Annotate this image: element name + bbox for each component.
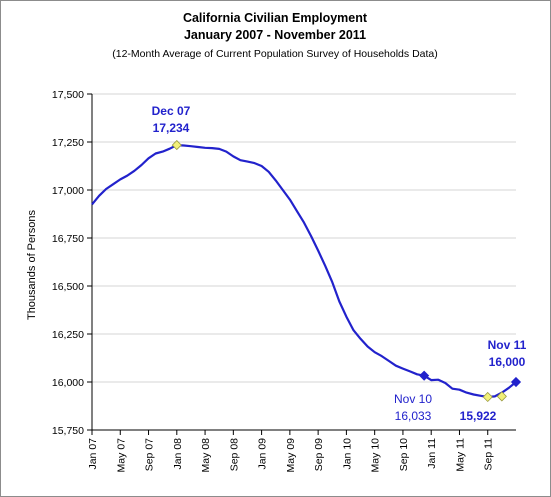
- chart-title: California Civilian Employment: [183, 11, 368, 25]
- x-tick-label: Sep 11: [483, 438, 495, 471]
- y-tick-label: 17,500: [52, 89, 84, 101]
- y-tick-label: 17,000: [52, 185, 84, 197]
- data-point-marker: [510, 376, 522, 388]
- data-point-marker: [419, 370, 430, 381]
- x-tick-label: May 10: [370, 438, 382, 473]
- y-tick-label: 15,750: [52, 425, 84, 437]
- x-tick-label: May 11: [454, 438, 466, 472]
- x-tick-label: Sep 10: [398, 438, 410, 471]
- x-tick-label: Jan 07: [87, 438, 99, 470]
- x-tick-label: May 07: [115, 438, 127, 473]
- chart-subtitle: January 2007 - November 2011: [184, 28, 366, 42]
- annotation-value: 15,922: [460, 409, 497, 423]
- y-tick-label: 16,750: [52, 233, 84, 245]
- data-point-marker: [496, 391, 507, 402]
- annotation-value: 16,000: [489, 355, 526, 369]
- axes: [87, 93, 516, 435]
- y-tick-label: 16,000: [52, 377, 84, 389]
- x-tick-label: Jan 11: [426, 438, 438, 469]
- y-tick-label: 17,250: [52, 137, 84, 149]
- gridlines: [92, 93, 516, 383]
- x-tick-label: Sep 09: [313, 438, 325, 471]
- series-line: [91, 144, 517, 399]
- x-tick-label: Sep 08: [228, 438, 240, 471]
- data-markers: [171, 140, 522, 403]
- y-tick-label: 16,250: [52, 329, 84, 341]
- annotation-label: Dec 07: [152, 104, 191, 118]
- x-tick-label: Jan 10: [341, 438, 353, 470]
- y-tick-labels: 15,750 16,000 16,250 16,500 16,750 17,000 17,2…: [52, 89, 84, 437]
- annotations: Dec 07 17,234 Nov 10 16,033 15,922 Nov 11 16,0…: [152, 104, 527, 423]
- data-point-marker: [171, 140, 182, 151]
- annotation-value: 17,234: [153, 121, 190, 135]
- y-axis-label: Thousands of Persons: [26, 209, 38, 320]
- data-point-marker: [482, 391, 493, 403]
- y-tick-label: 16,500: [52, 281, 84, 293]
- annotation-label: Nov 11: [488, 338, 527, 352]
- chart-subtitle-note: (12-Month Average of Current Population …: [112, 48, 438, 60]
- x-tick-label: Sep 07: [144, 438, 156, 471]
- x-tick-label: May 09: [285, 438, 297, 473]
- x-tick-label: Jan 09: [257, 438, 269, 470]
- x-tick-label: May 08: [200, 438, 212, 473]
- annotation-value: 16,033: [395, 409, 432, 423]
- x-tick-labels: Jan 07 May 07 Sep 07 Jan 08 May 08 Sep 08 Jan …: [87, 438, 495, 473]
- x-tick-label: Jan 08: [172, 438, 184, 470]
- annotation-label: Nov 10: [394, 392, 432, 406]
